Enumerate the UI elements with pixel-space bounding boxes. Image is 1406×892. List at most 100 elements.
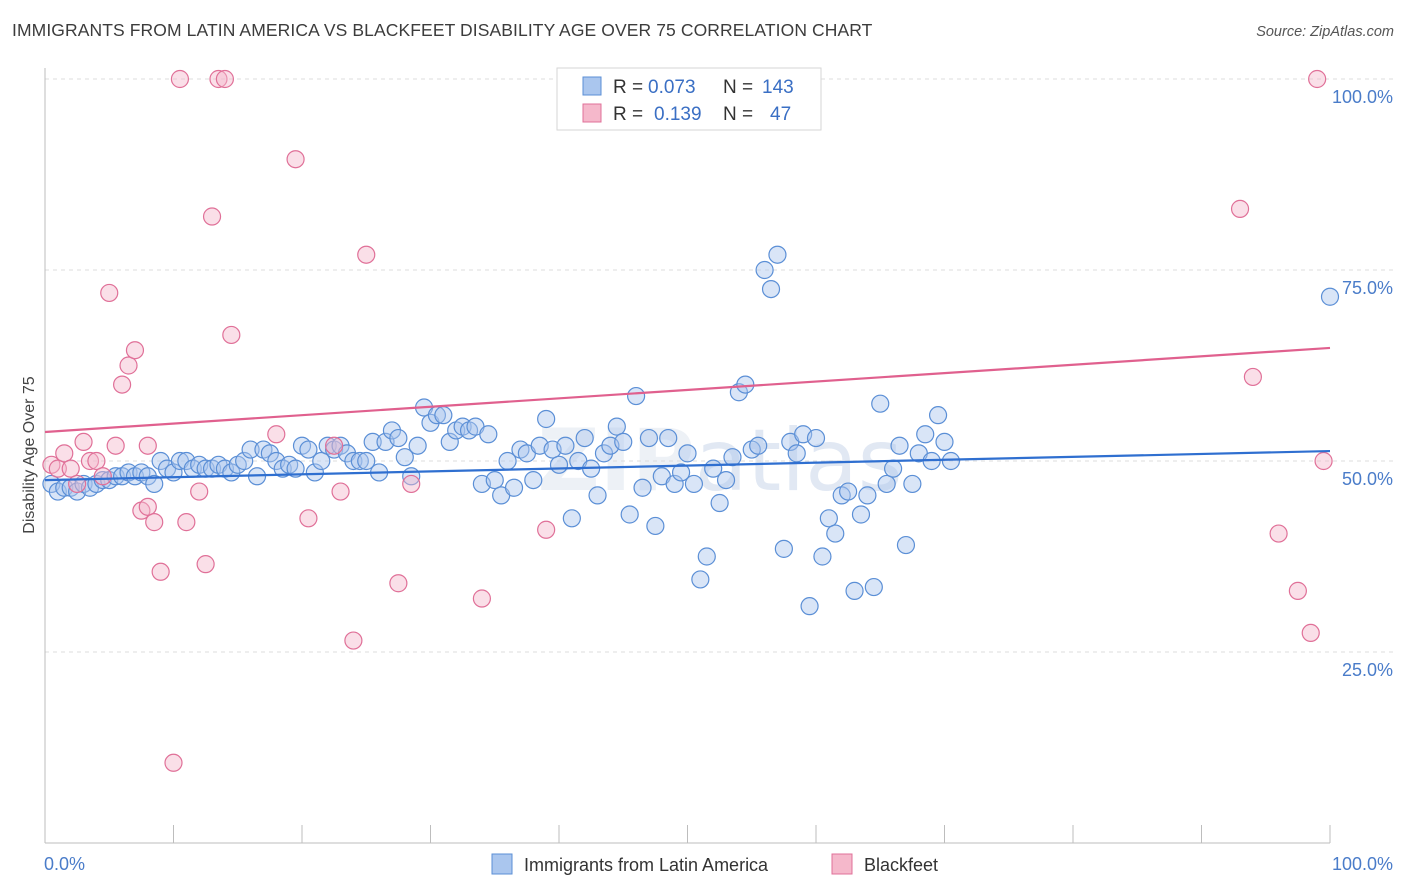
data-point: [190, 482, 209, 501]
data-point: [877, 474, 896, 494]
data-point: [1314, 451, 1333, 471]
data-point: [562, 509, 581, 528]
data-point: [363, 432, 382, 451]
data-point: [299, 509, 318, 528]
data-point: [845, 581, 864, 600]
series-blackfeet: [42, 69, 1333, 772]
y-tick-label: 75.0%: [1342, 278, 1393, 298]
trend-line-blackfeet: [44, 346, 1331, 434]
data-point: [177, 513, 196, 532]
data-point: [678, 444, 697, 463]
data-point: [800, 597, 819, 616]
data-point: [890, 436, 909, 455]
data-point: [729, 383, 749, 402]
data-point: [61, 459, 80, 478]
data-point: [839, 482, 858, 501]
data-point: [389, 428, 408, 448]
data-point: [671, 463, 691, 482]
data-point: [125, 341, 145, 360]
bottom-legend-swatch-pink: [831, 853, 853, 875]
data-point: [479, 425, 498, 444]
data-point: [1308, 69, 1327, 89]
data-point: [787, 444, 806, 463]
data-point: [537, 520, 556, 539]
data-point: [588, 486, 607, 505]
bottom-legend-swatch-blue: [491, 853, 513, 875]
data-point: [916, 425, 935, 444]
legend-r-label-2: R =: [613, 104, 643, 125]
data-point: [1230, 199, 1250, 218]
data-point: [151, 562, 170, 581]
data-point: [357, 245, 376, 264]
data-point: [736, 375, 755, 394]
data-point: [151, 451, 170, 471]
axes: [44, 68, 1331, 844]
data-point: [55, 444, 74, 463]
data-point: [408, 436, 427, 455]
data-point: [549, 455, 569, 474]
data-point: [871, 394, 890, 413]
data-point: [472, 589, 491, 608]
data-point: [299, 440, 318, 459]
data-point: [389, 574, 408, 593]
data-point: [434, 406, 453, 425]
data-point: [1243, 367, 1263, 387]
data-point: [112, 375, 132, 394]
bottom-legend-label-blackfeet: Blackfeet: [864, 855, 938, 875]
data-point: [813, 547, 832, 566]
data-point: [286, 150, 305, 169]
data-point: [614, 432, 633, 451]
data-point: [607, 417, 626, 436]
data-point: [851, 505, 871, 524]
data-point: [145, 474, 164, 494]
bottom-legend-label-latin-america: Immigrants from Latin America: [524, 855, 769, 875]
data-point: [395, 448, 414, 467]
x-tick-label: 100.0%: [1332, 854, 1393, 874]
data-point: [344, 631, 363, 650]
data-point: [440, 432, 459, 451]
legend-n-value-1: 143: [762, 77, 794, 98]
data-point: [575, 428, 594, 448]
data-point: [504, 478, 524, 497]
data-point: [215, 69, 234, 89]
data-point: [626, 386, 646, 406]
data-point: [819, 509, 838, 528]
data-point: [826, 524, 845, 543]
data-point: [344, 451, 363, 471]
data-point: [749, 436, 768, 455]
legend-r-label-1: R =: [613, 77, 643, 98]
legend-swatch-blue: [582, 76, 602, 96]
data-point: [691, 570, 710, 589]
data-point: [485, 471, 504, 490]
data-point: [235, 451, 254, 471]
data-point: [896, 535, 916, 555]
data-point: [286, 459, 305, 478]
data-point: [903, 474, 922, 494]
chart-title: IMMIGRANTS FROM LATIN AMERICA VS BLACKFE…: [12, 20, 873, 40]
data-point: [138, 497, 157, 516]
data-point: [620, 505, 639, 524]
data-point: [697, 547, 716, 566]
trend-lines: [44, 346, 1331, 482]
data-point: [1320, 287, 1340, 306]
legend-r-value-2: 0.139: [654, 104, 702, 125]
data-point: [723, 448, 742, 467]
data-point: [312, 451, 331, 471]
legend-swatch-pink: [582, 103, 602, 123]
data-point: [755, 260, 774, 280]
data-point: [806, 428, 826, 448]
data-point: [659, 428, 678, 448]
data-point: [941, 451, 961, 471]
legend-n-label-1: N =: [723, 77, 753, 98]
data-point: [556, 436, 575, 455]
data-point: [524, 471, 543, 490]
data-point: [633, 478, 652, 497]
data-point: [145, 513, 164, 532]
series-legend: Immigrants from Latin America Blackfeet: [491, 853, 938, 875]
data-point: [761, 280, 781, 299]
data-point: [883, 459, 903, 478]
data-point: [350, 451, 369, 471]
y-axis-label: Disability Age Over 75: [21, 376, 38, 534]
data-point: [260, 444, 279, 463]
series-latin-america: [42, 245, 1340, 616]
